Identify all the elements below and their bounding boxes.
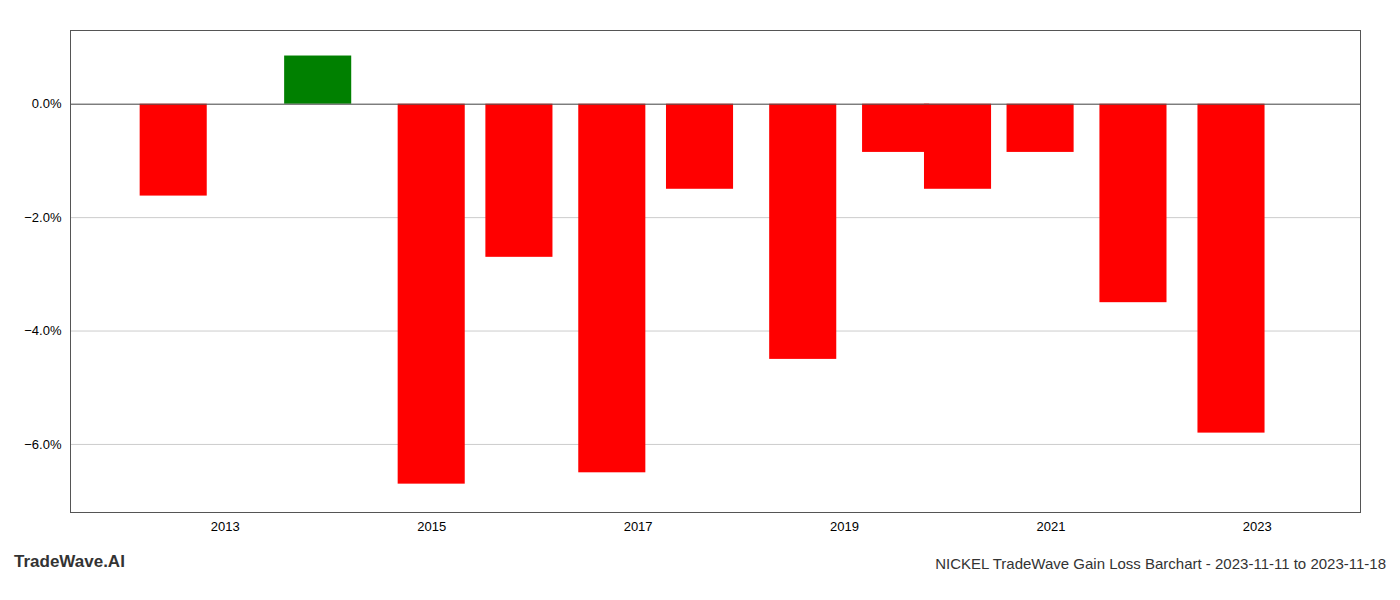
svg-text:2023: 2023 [1243, 519, 1272, 534]
svg-text:−6.0%: −6.0% [24, 437, 62, 452]
svg-text:0.0%: 0.0% [32, 96, 62, 111]
svg-text:2019: 2019 [830, 519, 859, 534]
html-text:TradeWave.AI: TradeWave.AI [14, 552, 125, 571]
svg-text:2013: 2013 [211, 519, 240, 534]
svg-text:2015: 2015 [417, 519, 446, 534]
html-text:NICKEL TradeWave Gain Loss Bar: NICKEL TradeWave Gain Loss Barchart - 20… [935, 555, 1386, 572]
svg-text:−2.0%: −2.0% [24, 210, 62, 225]
svg-text:2017: 2017 [624, 519, 653, 534]
svg-text:−4.0%: −4.0% [24, 323, 62, 338]
svg-text:2021: 2021 [1036, 519, 1065, 534]
